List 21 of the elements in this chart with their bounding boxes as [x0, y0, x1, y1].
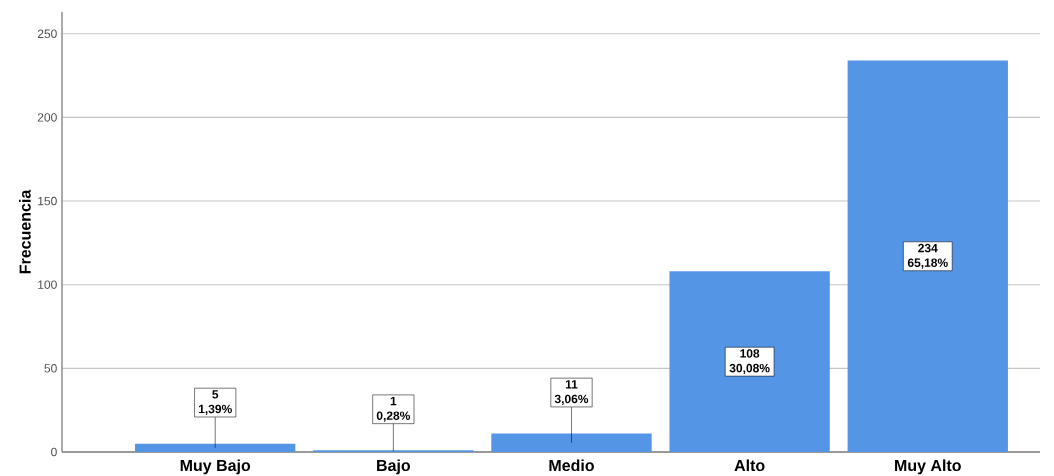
bar [847, 60, 1008, 452]
x-tick-label: Alto [734, 459, 765, 472]
bar [669, 271, 830, 452]
x-tick-label: Muy Alto [895, 459, 961, 475]
data-label: 108 30,08% [729, 349, 770, 375]
data-label: 1 0,28% [376, 396, 411, 422]
data-label: 5 1,39% [198, 390, 232, 415]
y-tick-label: 250 [37, 29, 57, 39]
data-label: 11 3,06% [554, 380, 589, 405]
y-tick-label: 50 [44, 364, 57, 373]
bar [491, 433, 652, 452]
x-tick-label: Bajo [377, 459, 411, 475]
data-label: 234 65,18% [907, 243, 948, 269]
x-tick-label: Medio [549, 459, 594, 472]
y-tick-label: 0 [51, 447, 57, 457]
y-axis-title: Frecuencia [19, 189, 31, 274]
y-tick-label: 100 [38, 280, 57, 289]
x-tick-label: Muy Bajo [180, 459, 251, 475]
y-tick-label: 200 [37, 113, 57, 122]
y-tick-label: 150 [38, 196, 57, 206]
bar [135, 443, 296, 452]
